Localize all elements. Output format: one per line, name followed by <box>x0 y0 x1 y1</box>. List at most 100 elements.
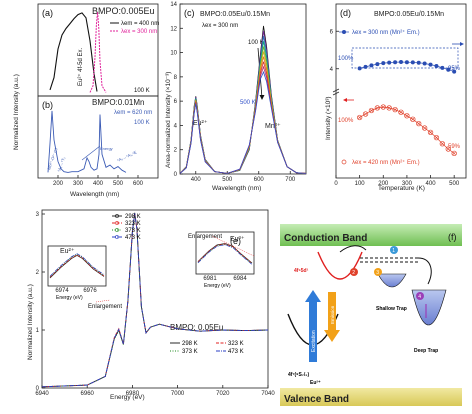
panel-e-inset-left-series-0 <box>49 255 105 279</box>
panel-d-series-1-point <box>440 65 445 70</box>
panel-d-series-2-point <box>362 111 369 117</box>
panel-d-ytick-label-1: 6 <box>330 29 334 35</box>
panel-e-ytick-label-1: 1 <box>36 328 40 334</box>
panel-d-series-1-point <box>369 63 374 68</box>
panel-b-legend: λem = 620 nm <box>114 110 152 116</box>
panel-d-pct-59: 59% <box>448 144 461 150</box>
panel-d-series-2-point <box>421 125 428 131</box>
panel-a-legend-1: λem = 400 nm <box>121 21 159 27</box>
panel-d-plot <box>356 60 457 157</box>
panel-e-ytick-label-2: 2 <box>36 270 40 276</box>
panel-e-enlargement-1: Enlargement <box>88 304 122 310</box>
panel-e-eu3: Eu³⁺ <box>230 236 245 243</box>
panel-e-inset-left-series-1 <box>49 254 105 278</box>
panel-e-inset-left-series-2 <box>49 253 105 278</box>
panel-d-series-2-point <box>356 114 363 121</box>
panel-d-ticks: 0 100 200 300 400 500 4 6 <box>330 29 460 187</box>
panel-d-series-2-point <box>416 120 422 127</box>
panel-d-legend-2-marker <box>341 159 347 165</box>
panel-f-conduction-band-label: Conduction Band <box>284 233 367 244</box>
panel-e-xtick-label-5: 7040 <box>261 391 275 397</box>
panel-d-series-1-point <box>357 66 362 71</box>
panel-e: (e) BMPO: 0.05Eu Energy (eV) Normalized … <box>27 209 275 401</box>
panel-d-series-2-cross <box>416 121 421 126</box>
panel-e-label: (e) <box>230 236 241 246</box>
panel-e-inset-right <box>195 231 255 275</box>
panel-d-arrowhead-left <box>343 98 347 102</box>
panel-d-xtick-label-4: 400 <box>426 181 437 187</box>
panel-c-ytick-label-7: 14 <box>170 2 177 8</box>
panel-b-frame <box>37 95 159 179</box>
panel-d-series-2-point <box>427 129 434 136</box>
panel-e-xtick-label-4: 7020 <box>216 391 230 397</box>
panel-f-5d-label: 4f⁶5d¹ <box>294 268 309 274</box>
panel-f-valence-band-label: Valence Band <box>284 394 349 405</box>
panel-f-conduction-band <box>280 224 462 246</box>
panel-d-xtick-label-5: 500 <box>449 181 460 187</box>
panel-f-deep-label: Deep Trap <box>414 348 438 354</box>
panel-c-series-5 <box>179 51 307 174</box>
panel-d-legend-1: λex = 300 nm (Mn²⁺ Em.) <box>352 29 420 36</box>
panel-e-legend-label-1: 323 K <box>125 221 141 227</box>
panel-c-label: (c) <box>184 8 195 18</box>
panel-e-enl-line-2 <box>211 235 255 257</box>
panel-e-enlargement-2: Enlargement <box>188 234 222 240</box>
panel-b-xlabel: Wavelength (nm) <box>70 191 119 198</box>
panel-d-series-2-cross <box>428 130 433 135</box>
panel-e-inset-right-xlabel: Energy (eV) <box>204 283 231 289</box>
panel-d-pct-95: 95% <box>448 66 461 72</box>
panel-d-series-1-point <box>452 69 457 74</box>
panel-d-xlabel: Temperature (K) <box>378 185 425 192</box>
panel-c-ytick-label-1: 2 <box>174 148 178 154</box>
panel-f-arc-right <box>417 257 432 285</box>
panel-b-xtick-label-0: 200 <box>53 181 64 187</box>
panel-c-ytick-label-3: 6 <box>174 99 178 105</box>
panel-f-emission-arrowhead <box>324 330 340 342</box>
panel-f-label: (f) <box>448 232 457 242</box>
panel-b-xtick-label-3: 500 <box>113 181 124 187</box>
panel-c-mn: Mn²⁺ <box>265 123 281 130</box>
panel-e-inset-right-series-0 <box>197 243 253 264</box>
panel-d-series-2-point <box>380 104 386 110</box>
panel-c-ytick-label-2: 4 <box>174 123 178 129</box>
panel-f-emission-label: Emission <box>330 305 335 324</box>
panel-d-label: (d) <box>340 8 351 18</box>
panel-d-series-2-line <box>359 106 455 154</box>
panel-e-legend2-label-1: 323 K <box>228 341 244 347</box>
panel-e-enl-line-1 <box>95 299 111 303</box>
panel-d-ylabel: Intensity (×10³) <box>325 96 332 140</box>
panel-c-series-6 <box>179 56 307 174</box>
panel-d: (d) BMPO:0.05Eu/0.15Mn λex = 300 nm (Mn²… <box>325 3 467 192</box>
panel-e-legend2-label-3: 473 K <box>228 349 244 355</box>
panel-c-title: BMPO:0.05Eu/0.15Mn <box>200 11 270 18</box>
panel-e-title: BMPO: 0.05Eu <box>170 323 223 332</box>
panel-a-series-em <box>89 12 107 93</box>
panel-d-pct-100b: 100% <box>338 118 354 124</box>
panel-c-series-3 <box>179 41 307 174</box>
panel-d-series-2-point <box>445 146 451 152</box>
panel-e-inset-left <box>47 245 107 287</box>
panel-ab-ylabel: Normalized Intensity (a.u.) <box>13 74 20 150</box>
panel-d-series-2-point <box>386 105 392 111</box>
panel-c-xtick-label-2: 600 <box>254 177 265 183</box>
panel-d-series-1-point <box>422 61 427 66</box>
panel-d-series-2-cross <box>363 112 368 116</box>
panel-e-inset-right-tick-1: 6984 <box>233 276 247 282</box>
panel-d-series-2-cross <box>452 151 456 156</box>
panel-d-series-1-point <box>404 60 409 65</box>
panel-d-series-2-point <box>451 150 457 157</box>
panel-ab: (a) BMPO:0.005Eu λem = 400 nm λex = 300 … <box>13 3 159 198</box>
panel-e-ytick-label-3: 3 <box>36 212 40 218</box>
panel-e-inset-left-tick-0: 6974 <box>55 288 69 294</box>
panel-d-series-2-point <box>374 105 381 111</box>
panel-b-energy-arrow <box>81 145 101 161</box>
panel-d-series-2-cross <box>387 106 391 110</box>
panel-e-legend-marker-0 <box>115 214 119 218</box>
panel-f-step-2 <box>350 268 358 276</box>
panel-d-series-1-point <box>381 61 386 66</box>
panel-a-ex-label: Eu²⁺ 4f-5d Ex. <box>77 47 84 86</box>
panel-e-ylabel: Normalized Intensity (a.u.) <box>27 284 34 360</box>
panel-d-series-2-cross <box>393 107 397 112</box>
panel-c-ytick-label-5: 10 <box>170 51 177 57</box>
panel-b-temp: 100 K <box>134 120 150 126</box>
